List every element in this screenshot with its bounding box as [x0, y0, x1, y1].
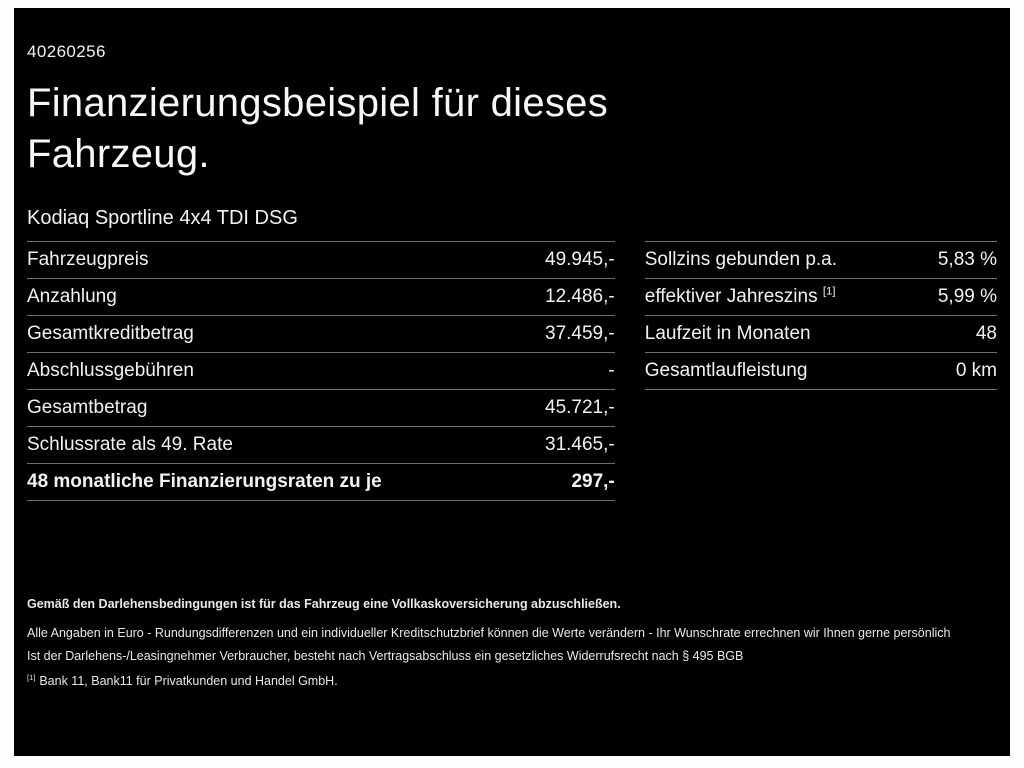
- row-value: 48: [975, 323, 997, 345]
- table-row-monthly-rate: 48 monatliche Finanzierungsraten zu je 2…: [27, 463, 615, 500]
- row-value: 49.945,-: [545, 249, 615, 271]
- page-title: Finanzierungsbeispiel für dieses Fahrzeu…: [27, 78, 997, 180]
- row-value: 5,99 %: [937, 286, 997, 308]
- table-row: Sollzins gebunden p.a. 5,83 %: [644, 241, 997, 278]
- table-row: Anzahlung 12.486,-: [27, 278, 615, 315]
- row-label: Schlussrate als 49. Rate: [27, 434, 233, 456]
- table-row: Gesamtlaufleistung 0 km: [644, 352, 997, 389]
- footnote-marker: [1]: [27, 672, 36, 682]
- row-label: Gesamtlaufleistung: [644, 360, 808, 382]
- table-row: Fahrzeugpreis 49.945,-: [27, 241, 615, 278]
- row-value: 12.486,-: [545, 286, 615, 308]
- row-label: 48 monatliche Finanzierungsraten zu je: [27, 471, 382, 493]
- offer-id: 40260256: [27, 42, 106, 61]
- financing-table-left: Fahrzeugpreis 49.945,- Anzahlung 12.486,…: [27, 241, 615, 502]
- table-row: effektiver Jahreszins [1] 5,99 %: [644, 278, 997, 315]
- row-value: 5,83 %: [937, 249, 997, 271]
- vehicle-name: Kodiaq Sportline 4x4 TDI DSG: [27, 207, 298, 230]
- legal-footer: Gemäß den Darlehensbedingungen ist für d…: [27, 597, 997, 688]
- table-row: Schlussrate als 49. Rate 31.465,-: [27, 426, 615, 463]
- row-value: 0 km: [955, 360, 997, 382]
- financing-table-right: Sollzins gebunden p.a. 5,83 % effektiver…: [644, 241, 997, 391]
- row-value: 31.465,-: [545, 434, 615, 456]
- row-label: Gesamtkreditbetrag: [27, 323, 194, 345]
- footnote-marker: [1]: [822, 286, 836, 299]
- row-label: Fahrzeugpreis: [27, 249, 149, 271]
- row-label: Abschlussgebühren: [27, 360, 194, 382]
- table-row: Gesamtbetrag 45.721,-: [27, 389, 615, 426]
- bank-footnote: [1] Bank 11, Bank11 für Privatkunden und …: [27, 674, 997, 688]
- insurance-requirement-note: Gemäß den Darlehensbedingungen ist für d…: [27, 597, 621, 611]
- financing-sheet: 40260256 Finanzierungsbeispiel für diese…: [14, 8, 1010, 756]
- row-value: -: [608, 360, 615, 382]
- row-value: 37.459,-: [545, 323, 615, 345]
- table-row: Abschlussgebühren -: [27, 352, 615, 389]
- bank-footnote-text: Bank 11, Bank11 für Privatkunden und Han…: [39, 674, 338, 688]
- row-label: Laufzeit in Monaten: [644, 323, 811, 345]
- row-value: 297,-: [571, 471, 615, 493]
- page-title-line1: Finanzierungsbeispiel für dieses: [27, 81, 609, 125]
- row-value: 45.721,-: [545, 397, 615, 419]
- row-label: Anzahlung: [27, 286, 117, 308]
- disclaimer-line2: Ist der Darlehens-/Leasingnehmer Verbrau…: [27, 649, 744, 663]
- table-row: Gesamtkreditbetrag 37.459,-: [27, 315, 615, 352]
- disclaimer-line1: Alle Angaben in Euro - Rundungsdifferenz…: [27, 626, 951, 640]
- row-label: effektiver Jahreszins [1]: [644, 286, 836, 308]
- row-label: Gesamtbetrag: [27, 397, 148, 419]
- table-row: Laufzeit in Monaten 48: [644, 315, 997, 352]
- row-label: Sollzins gebunden p.a.: [644, 249, 838, 271]
- financing-tables: Fahrzeugpreis 49.945,- Anzahlung 12.486,…: [27, 241, 997, 502]
- page-title-line2: Fahrzeug.: [27, 132, 210, 177]
